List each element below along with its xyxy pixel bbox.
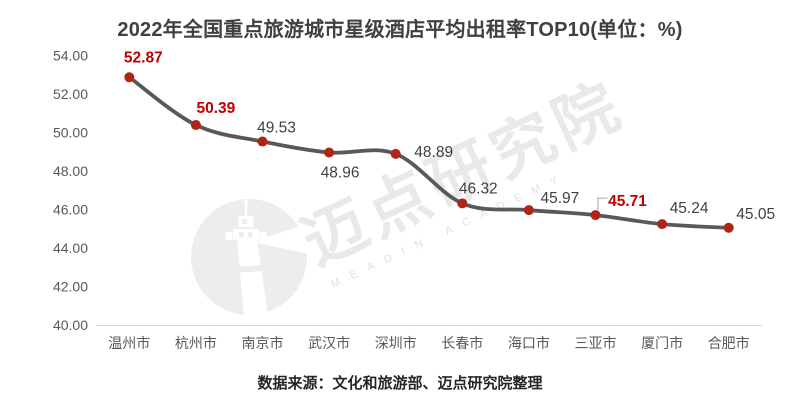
chart-title: 2022年全国重点旅游城市星级酒店平均出租率TOP10(单位：%) [117,19,683,41]
x-axis-category-label: 海口市 [508,335,550,351]
data-point-label: 45.05 [736,206,775,223]
watermark-shape [259,232,267,240]
y-axis-tick-label: 48.00 [53,163,88,179]
data-point-marker [657,219,668,230]
watermark-shape [234,265,264,273]
data-point-marker [190,119,201,130]
x-axis-category-label: 厦门市 [641,335,683,351]
watermark-shape [239,232,244,238]
x-axis-category-label: 三亚市 [575,335,617,351]
data-point-marker [457,198,468,209]
data-point-label: 52.87 [124,49,163,66]
lighthouse-body [237,240,268,317]
data-point-marker [390,148,401,159]
label-leader-line [597,197,608,211]
trend-line [127,75,731,230]
data-point-label: 45.71 [608,193,647,210]
data-point-marker [257,136,268,147]
data-point-marker [324,147,335,158]
data-point-marker [523,205,534,216]
data-point-label: 48.89 [414,144,453,161]
watermark-shape [248,232,253,238]
data-point-label: 50.39 [197,100,236,117]
source-note: 数据来源：文化和旅游部、迈点研究院整理 [257,375,543,392]
x-axis-category-label: 长春市 [441,335,483,351]
data-point-label: 46.32 [459,180,498,197]
y-axis-tick-label: 52.00 [53,86,88,102]
x-axis-category-label: 武汉市 [308,335,350,351]
x-axis-category-label: 杭州市 [175,335,217,351]
data-point-label: 49.53 [257,120,296,137]
y-axis-tick-label: 44.00 [53,240,88,256]
watermark-shape [244,200,248,204]
watermark-shape [225,232,233,240]
y-axis-tick-label: 40.00 [53,317,88,333]
data-point-label: 45.24 [670,200,709,217]
x-axis-category-label: 深圳市 [375,335,417,351]
data-point-label: 48.96 [321,165,360,182]
y-axis-tick-label: 42.00 [53,279,88,295]
y-axis-tick-label: 54.00 [53,48,88,64]
x-axis-category-label: 南京市 [242,335,284,351]
x-axis-category-label: 温州市 [108,335,150,351]
y-axis-tick-label: 50.00 [53,125,88,141]
data-point-marker [723,222,734,233]
watermark-shape [242,219,247,224]
data-point-marker [124,72,135,83]
light-beam-shape [252,223,310,254]
y-axis-tick-label: 46.00 [53,202,88,218]
x-axis-category-label: 合肥市 [708,335,750,351]
data-point-marker [590,210,601,221]
lighthouse-gallery [233,229,259,240]
watermark-shape [244,204,248,216]
data-point-label: 45.97 [541,190,580,207]
